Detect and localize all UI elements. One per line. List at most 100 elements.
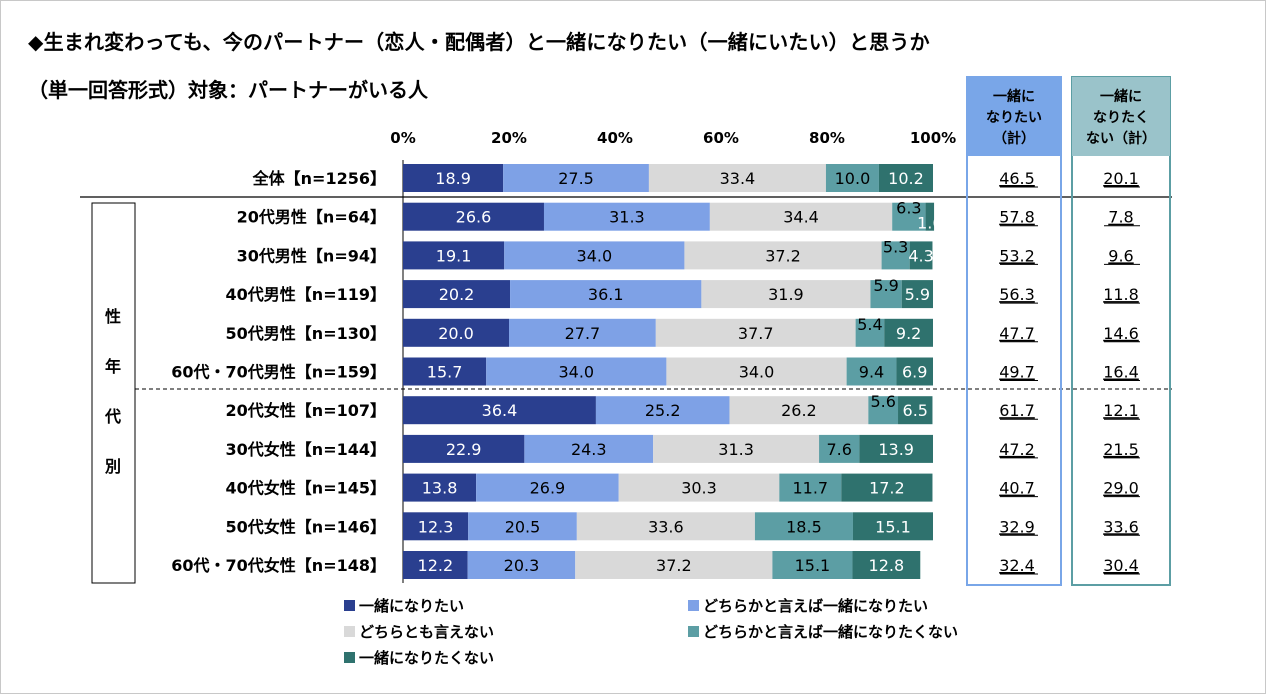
bar-segment: [653, 434, 820, 463]
summary-not-want-value: 9.6: [1108, 246, 1133, 265]
data-label: 33.6: [648, 517, 684, 536]
bar-segment: [503, 164, 649, 192]
data-label: 5.9: [905, 285, 930, 304]
data-label: 19.1: [436, 246, 472, 265]
bar-segment: [403, 473, 477, 502]
data-label: 31.9: [768, 285, 804, 304]
bar-segment: [684, 241, 882, 270]
bar-segment: [403, 202, 544, 231]
summary-want-value: 40.7: [999, 479, 1035, 498]
category-label: 20代男性【n=64】: [237, 208, 386, 227]
data-label: 6.9: [902, 363, 927, 382]
data-label: 10.2: [888, 169, 924, 188]
category-label: 40代男性【n=119】: [226, 285, 386, 304]
summary-want-header: なりたい: [986, 110, 1042, 126]
summary-want-value: 53.2: [999, 246, 1035, 265]
bar-segment: [846, 357, 897, 386]
data-label: 34.0: [558, 363, 594, 382]
summary-want-value: 46.5: [999, 169, 1035, 188]
bar-segment: [403, 241, 505, 270]
data-label: 15.7: [427, 363, 463, 382]
data-label: 5.6: [870, 392, 895, 411]
data-label: 13.8: [422, 479, 458, 498]
bar-segment: [868, 396, 899, 425]
group-label-char: 年: [105, 357, 121, 376]
summary-not-want-value: 7.8: [1108, 208, 1133, 227]
data-label: 37.7: [738, 324, 774, 343]
group-label-char: 代: [104, 407, 121, 426]
summary-not-want-value: 30.4: [1103, 556, 1139, 575]
data-label: 20.3: [504, 556, 540, 575]
group-label-char: 別: [105, 457, 121, 476]
category-label: 30代女性【n=144】: [226, 440, 386, 459]
summary-not-want-value: 11.8: [1103, 285, 1139, 304]
bar-segment: [779, 473, 842, 502]
bar-segment: [575, 551, 773, 579]
data-label: 34.4: [783, 208, 819, 227]
summary-want-value: 47.2: [999, 440, 1035, 459]
summary-want-header: 一緒に: [993, 88, 1035, 105]
bar-segment: [595, 396, 730, 425]
data-label: 34.0: [739, 363, 775, 382]
bar-segment: [825, 164, 879, 192]
bar-segment: [898, 396, 933, 425]
data-label: 36.1: [588, 285, 624, 304]
bar-segment: [618, 473, 780, 502]
bar-segment: [648, 164, 826, 192]
bar-segment: [709, 202, 893, 231]
bar-segment: [892, 202, 926, 231]
data-label: 15.1: [875, 517, 911, 536]
bar-segment: [855, 318, 885, 347]
bar-segment: [884, 318, 933, 347]
summary-want-value: 47.7: [999, 324, 1035, 343]
legend-label: どちらとも言えない: [359, 623, 494, 641]
bar-segment: [841, 473, 933, 502]
summary-not-want-value: 21.5: [1103, 440, 1139, 459]
bar-segment: [852, 551, 921, 579]
x-tick-label: 100%: [910, 129, 956, 147]
summary-not-want-header: 一緒に: [1100, 88, 1142, 105]
data-label: 37.2: [765, 246, 801, 265]
category-label: 30代男性【n=94】: [237, 246, 386, 265]
summary-want-value: 32.4: [999, 556, 1035, 575]
legend-label: どちらかと言えば一緒になりたくない: [703, 623, 958, 641]
chart-subtitle: （単一回答形式）対象：パートナーがいる人: [28, 78, 428, 102]
data-label: 27.7: [565, 324, 601, 343]
legend-swatch: [344, 626, 355, 637]
bar-segment: [403, 357, 487, 386]
data-label: 20.5: [505, 517, 541, 536]
data-label: 6.5: [903, 401, 928, 420]
bar-segment: [881, 241, 910, 270]
summary-not-want-value: 16.4: [1103, 363, 1139, 382]
summary-not-want-value: 29.0: [1103, 479, 1139, 498]
x-tick-label: 80%: [809, 129, 845, 147]
data-label: 22.9: [446, 440, 482, 459]
summary-want-value: 61.7: [999, 401, 1035, 420]
data-label: 11.7: [792, 479, 828, 498]
data-label: 20.0: [438, 324, 474, 343]
bar-segment: [655, 318, 856, 347]
bar-segment: [403, 512, 469, 541]
x-tick-label: 40%: [597, 129, 633, 147]
group-label-box: [91, 202, 136, 584]
bar-segment: [468, 512, 577, 541]
legend-label: 一緒になりたい: [359, 597, 464, 615]
bar-segment: [901, 280, 933, 309]
bar-segment: [870, 280, 902, 309]
category-label: 40代女性【n=145】: [226, 479, 386, 498]
data-label: 4.3: [908, 246, 933, 265]
data-label: 37.2: [656, 556, 692, 575]
x-tick-label: 60%: [703, 129, 739, 147]
x-tick-label: 20%: [491, 129, 527, 147]
bar-segment: [510, 280, 702, 309]
data-label: 6.3: [896, 199, 921, 218]
data-label: 33.4: [720, 169, 756, 188]
category-label: 60代・70代女性【n=148】: [171, 556, 386, 575]
summary-not-want-header-bg: [1072, 77, 1170, 156]
summary-want-value: 56.3: [999, 285, 1035, 304]
data-label: 34.0: [577, 246, 613, 265]
category-label: 50代女性【n=146】: [226, 517, 386, 536]
data-label: 31.3: [609, 208, 645, 227]
bar-segment: [701, 280, 871, 309]
data-label: 24.3: [571, 440, 607, 459]
